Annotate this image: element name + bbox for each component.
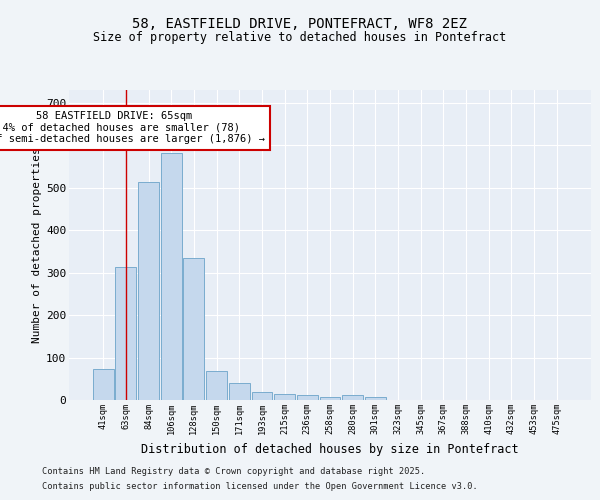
Text: 58, EASTFIELD DRIVE, PONTEFRACT, WF8 2EZ: 58, EASTFIELD DRIVE, PONTEFRACT, WF8 2EZ [133,18,467,32]
Bar [184,258,205,400]
X-axis label: Distribution of detached houses by size in Pontefract: Distribution of detached houses by size … [141,442,519,456]
Bar [274,394,295,400]
Bar [229,383,250,400]
Bar [206,371,227,400]
Text: Contains public sector information licensed under the Open Government Licence v3: Contains public sector information licen… [42,482,478,491]
Bar [365,397,386,400]
Text: Contains HM Land Registry data © Crown copyright and database right 2025.: Contains HM Land Registry data © Crown c… [42,467,425,476]
Bar [161,153,182,400]
Bar [342,396,363,400]
Bar [251,392,272,400]
Bar [138,182,159,400]
Y-axis label: Number of detached properties: Number of detached properties [32,147,42,343]
Text: 58 EASTFIELD DRIVE: 65sqm
← 4% of detached houses are smaller (78)
96% of semi-d: 58 EASTFIELD DRIVE: 65sqm ← 4% of detach… [0,111,265,144]
Text: Size of property relative to detached houses in Pontefract: Size of property relative to detached ho… [94,32,506,44]
Bar [297,396,318,400]
Bar [115,267,136,400]
Bar [320,396,340,400]
Bar [93,370,113,400]
